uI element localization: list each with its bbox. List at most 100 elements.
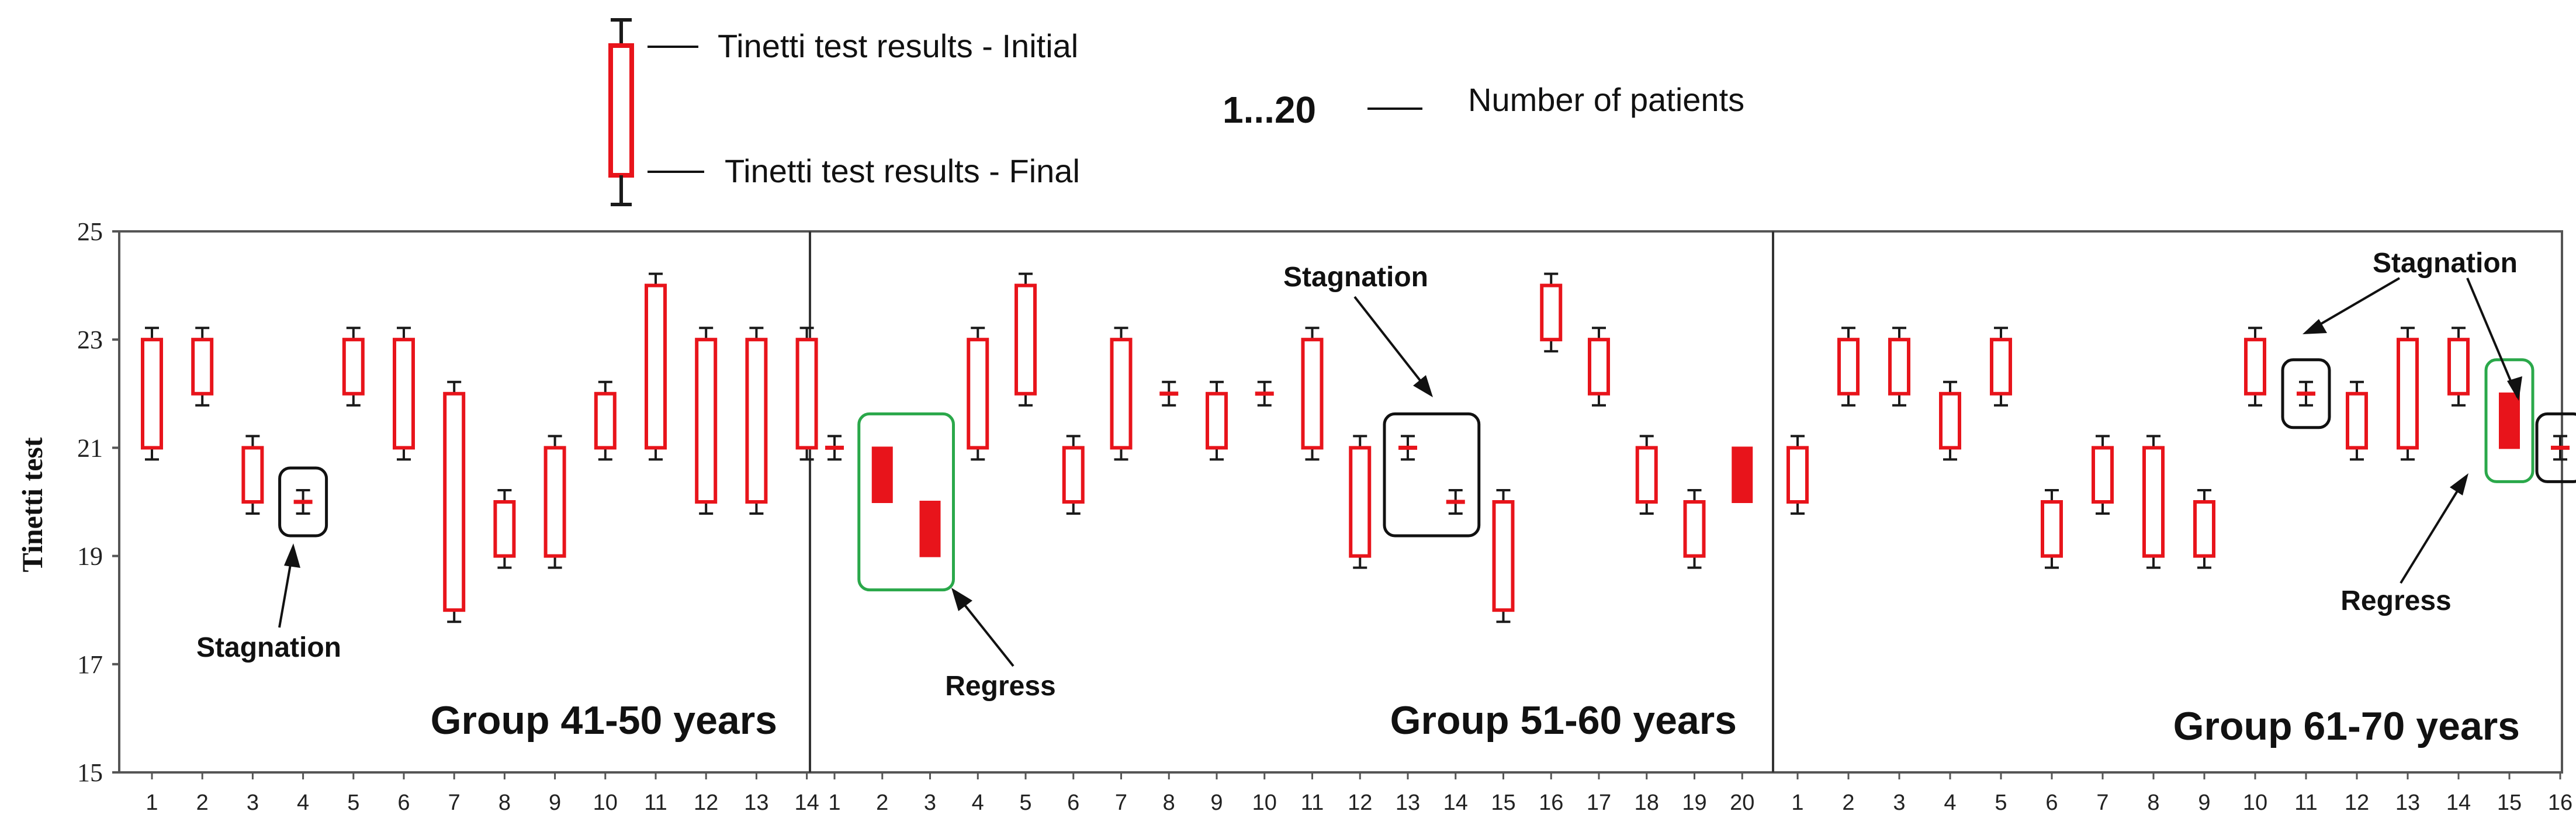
x-tick-label: 3 [1893, 791, 1905, 815]
patient-box [1110, 327, 1133, 461]
patient-box [1159, 380, 1179, 407]
x-tick-label: 9 [1210, 791, 1223, 815]
x-tick-label: 2 [1842, 791, 1854, 815]
arrowhead-stagnation-g3-b [2507, 376, 2522, 401]
patient-box [1888, 327, 1910, 407]
x-tick-label: 6 [1067, 791, 1079, 815]
legend: Tinetti test results - Initial Tinetti t… [608, 18, 1744, 206]
patient-box [293, 489, 313, 515]
box-range [1110, 338, 1133, 450]
box-range [1683, 500, 1706, 558]
patient-box [919, 501, 941, 557]
annotation-stagnation-g2: Stagnation [1283, 262, 1428, 293]
box-range [2193, 500, 2215, 558]
box-range [1990, 338, 2012, 396]
y-tick-label: 23 [77, 325, 103, 354]
box-range [191, 338, 214, 396]
x-tick-label: 7 [2096, 791, 2108, 815]
arrow-regress-g3 [2400, 476, 2467, 584]
box-range [1939, 391, 1961, 450]
box-range [1635, 446, 1658, 504]
patient-box [2244, 327, 2266, 407]
x-tick-label: 16 [1539, 791, 1563, 815]
patient-box [745, 327, 768, 515]
box-regress [871, 446, 893, 504]
legend-final-label: Tinetti test results - Final [725, 152, 1080, 189]
box-range [2092, 446, 2114, 504]
box-range [493, 500, 516, 558]
x-tick-label: 4 [1944, 791, 1956, 815]
highlight-frame [2484, 358, 2535, 483]
y-axis-label: Tinetti test [16, 437, 49, 572]
patient-box [1015, 272, 1037, 407]
patient-box [1349, 435, 1372, 569]
box-range [745, 338, 768, 504]
x-tick-label: 20 [1730, 791, 1754, 815]
x-tick-label: 4 [972, 791, 984, 815]
x-tick-label: 10 [2243, 791, 2267, 815]
y-tick-label: 21 [77, 434, 103, 462]
patient-box [967, 327, 989, 461]
x-tick-label: 7 [448, 791, 461, 815]
arrowhead-regress-g3 [2450, 473, 2468, 495]
x-tick-label: 8 [2147, 791, 2159, 815]
box-range [1540, 283, 1563, 342]
patient-box [1301, 327, 1324, 461]
boxes-layer [141, 272, 2570, 623]
patient-box [2499, 392, 2520, 449]
patient-box [493, 489, 516, 569]
x-tick-label: 14 [794, 791, 819, 815]
patient-box [543, 435, 566, 569]
arrowhead-stagnation-g1 [284, 543, 300, 568]
box-range [2244, 338, 2266, 396]
patient-box [1398, 435, 1417, 461]
patient-box [1939, 380, 1961, 461]
plot-frame [118, 230, 2563, 774]
patient-box [2447, 327, 2470, 407]
x-tick-label: 14 [2446, 791, 2471, 815]
y-tick-label: 25 [77, 217, 103, 246]
group-title-51-60: Group 51-60 years [1390, 698, 1737, 743]
patient-box [1732, 446, 1753, 504]
x-tick-label: 5 [1019, 791, 1031, 815]
patient-box [443, 380, 466, 623]
box-range [1349, 446, 1372, 558]
y-tick-label: 15 [77, 758, 103, 787]
box-range [2346, 391, 2368, 450]
box-range [1206, 391, 1228, 450]
box-range [645, 283, 667, 450]
box-range [1786, 446, 1809, 504]
box-range [967, 338, 989, 450]
patient-box [695, 327, 718, 515]
patient-box [2092, 435, 2114, 515]
patient-box [1635, 435, 1658, 515]
patient-box [191, 327, 214, 407]
highlights-layer [278, 358, 2576, 592]
box-range [2041, 500, 2063, 558]
x-tick-label: 4 [297, 791, 309, 815]
x-tick-label: 7 [1115, 791, 1127, 815]
y-axis: 15 17 19 21 23 25 [77, 217, 119, 787]
arrowhead-stagnation-g2 [1413, 375, 1433, 397]
patient-box [871, 446, 893, 504]
highlight-frame [1383, 412, 1481, 538]
patient-box [594, 380, 617, 461]
box-range [1492, 500, 1515, 612]
patient-box [141, 327, 163, 461]
x-tick-label: 17 [1587, 791, 1611, 815]
x-tick-label: 13 [1396, 791, 1420, 815]
y-tick-label: 19 [77, 542, 103, 571]
highlight-frame [278, 466, 328, 538]
patient-box [825, 435, 844, 461]
x-tick-label: 11 [1301, 791, 1324, 815]
patient-box [645, 272, 667, 461]
x-tick-label: 15 [2497, 791, 2522, 815]
box-range [1301, 338, 1324, 450]
x-tick-label: 2 [876, 791, 888, 815]
box-regress [1732, 446, 1753, 504]
box-range [241, 446, 264, 504]
patient-box [1683, 489, 1706, 569]
patient-box [1446, 489, 1465, 515]
x-tick-label: 14 [1443, 791, 1468, 815]
annotation-regress-g2: Regress [945, 671, 1055, 702]
